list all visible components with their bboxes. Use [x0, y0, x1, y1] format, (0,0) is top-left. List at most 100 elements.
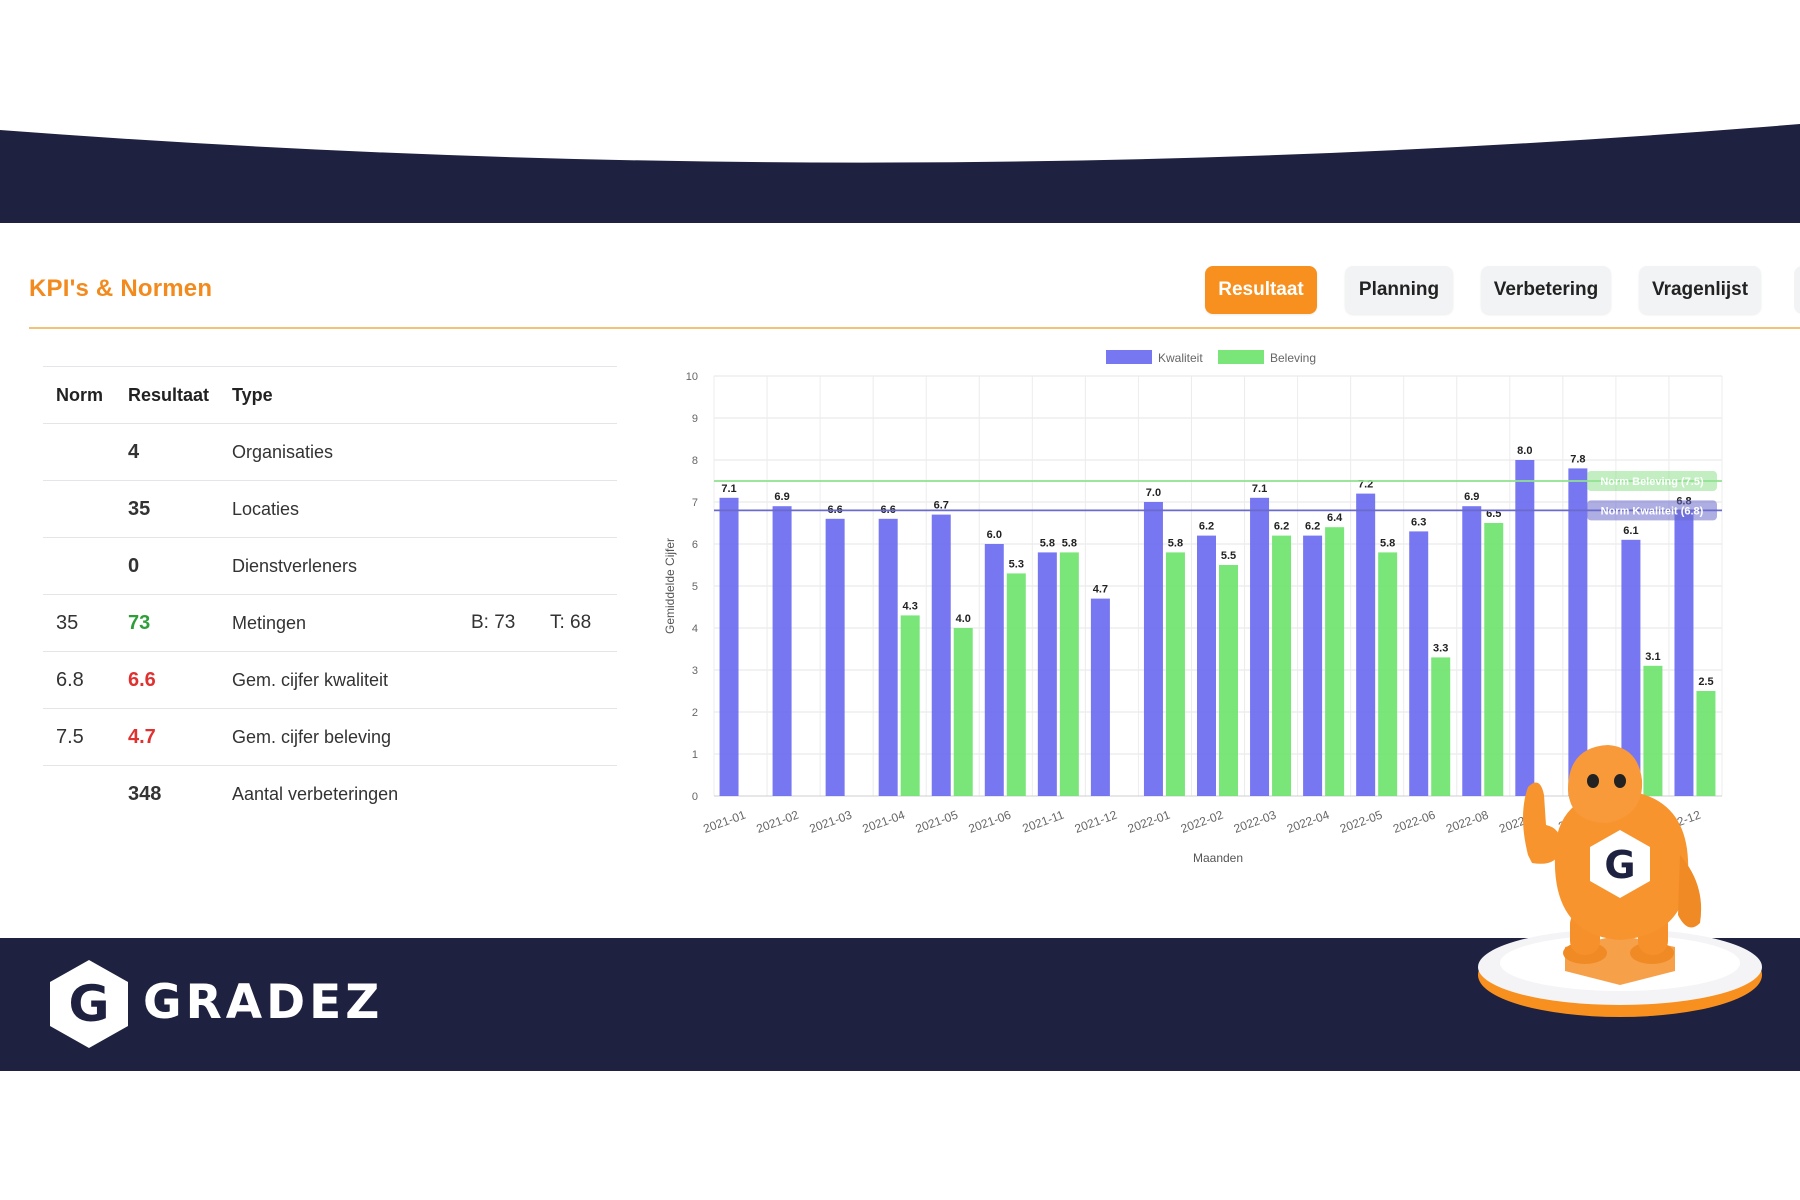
data-label: 2.5 — [1698, 676, 1713, 688]
bar-kwaliteit — [1515, 460, 1535, 796]
bar-beleving — [1006, 573, 1026, 796]
x-tick-label: 2021-01 — [701, 808, 747, 836]
data-label: 4.7 — [1093, 584, 1108, 596]
tab-resultaat[interactable]: Resultaat — [1205, 266, 1317, 314]
tab-bar: Resultaat Planning Verbetering Vragenlij… — [1205, 266, 1761, 314]
bar-kwaliteit — [1250, 497, 1270, 796]
data-label: 5.8 — [1040, 537, 1055, 549]
bar-beleving — [900, 615, 920, 796]
y-tick-label: 1 — [692, 749, 698, 761]
data-label: 7.1 — [721, 483, 736, 495]
table-row: 35 Locaties — [43, 480, 617, 537]
y-tick-label: 0 — [692, 791, 698, 803]
column-header-norm: Norm — [56, 384, 104, 405]
y-tick-label: 9 — [692, 413, 698, 425]
row-result: 0 — [128, 554, 140, 577]
row-type: Organisaties — [232, 441, 334, 462]
bar-kwaliteit — [931, 514, 951, 796]
x-axis-title: Maanden — [1193, 851, 1243, 865]
bar-kwaliteit — [825, 518, 845, 796]
bar-kwaliteit — [1674, 510, 1694, 796]
x-tick-label: 2022-05 — [1338, 808, 1384, 836]
legend-swatch — [1218, 350, 1264, 364]
mascot-logo-letter: G — [1604, 843, 1635, 887]
y-tick-label: 8 — [692, 455, 698, 467]
bar-kwaliteit — [719, 497, 739, 796]
data-label: 6.1 — [1623, 525, 1638, 537]
row-result: 348 — [128, 782, 162, 805]
bar-beleving — [1696, 691, 1716, 796]
data-label: 6.0 — [987, 529, 1002, 541]
data-label: 4.0 — [956, 613, 971, 625]
header-divider — [29, 327, 1800, 329]
x-tick-label: 2022-03 — [1232, 808, 1278, 836]
data-label: 6.9 — [774, 491, 789, 503]
row-type: Gem. cijfer kwaliteit — [232, 669, 389, 690]
bar-kwaliteit — [1356, 493, 1376, 796]
row-type: Locaties — [232, 498, 300, 519]
bar-kwaliteit — [772, 506, 792, 796]
table-row: 348 Aantal verbeteringen — [43, 765, 617, 822]
y-tick-label: 3 — [692, 665, 698, 677]
top-wave-band — [0, 124, 1800, 223]
tab-overflow[interactable] — [1794, 266, 1800, 314]
x-tick-label: 2021-05 — [914, 808, 960, 836]
x-tick-label: 2021-02 — [754, 808, 800, 836]
norm-line-label: Norm Beleving (7.5) — [1600, 476, 1704, 488]
y-tick-label: 6 — [692, 539, 698, 551]
bar-kwaliteit — [1090, 598, 1110, 796]
row-b-value: B: 73 — [471, 612, 516, 633]
data-label: 3.1 — [1645, 651, 1660, 663]
norm-line-label: Norm Kwaliteit (6.8) — [1601, 505, 1704, 517]
tab-verbetering[interactable]: Verbetering — [1481, 266, 1611, 314]
data-label: 5.8 — [1168, 537, 1183, 549]
bar-kwaliteit — [1037, 552, 1057, 796]
column-header-type: Type — [232, 384, 273, 405]
tab-vragenlijst[interactable]: Vragenlijst — [1639, 266, 1761, 314]
x-tick-label: 2022-04 — [1285, 808, 1331, 836]
bar-kwaliteit — [1409, 531, 1429, 796]
kpi-table-header: Norm Resultaat Type — [43, 366, 617, 423]
bar-beleving — [1484, 523, 1504, 796]
row-type: Aantal verbeteringen — [232, 783, 399, 804]
gradez-logo-icon: G — [50, 960, 128, 1048]
norm-line-badge — [1587, 500, 1717, 521]
bar-kwaliteit — [1143, 502, 1163, 796]
row-norm: 6.8 — [56, 668, 84, 691]
data-label: 5.8 — [1380, 537, 1395, 549]
row-type: Gem. cijfer beleving — [232, 726, 392, 747]
data-label: 6.3 — [1411, 516, 1426, 528]
page-title: KPI's & Normen — [29, 275, 213, 302]
mascot-illustration: G — [1478, 745, 1762, 1017]
bar-kwaliteit — [1303, 535, 1323, 796]
data-label: 6.2 — [1274, 521, 1289, 533]
bar-beleving — [1272, 535, 1292, 796]
data-label: 6.9 — [1464, 491, 1479, 503]
data-label: 7.1 — [1252, 483, 1267, 495]
row-type: Dienstverleners — [232, 555, 358, 576]
brand-name: GRADEZ — [143, 975, 384, 1030]
x-tick-label: 2021-03 — [807, 808, 853, 836]
x-tick-label: 2022-02 — [1179, 808, 1225, 836]
row-result: 4 — [128, 440, 140, 463]
bar-kwaliteit — [1197, 535, 1216, 796]
table-row: 4 Organisaties — [43, 423, 617, 480]
bar-beleving — [1378, 552, 1398, 796]
legend-label: Beleving — [1270, 351, 1316, 365]
row-result: 4.7 — [128, 725, 156, 748]
column-header-result: Resultaat — [128, 384, 210, 405]
bar-beleving — [1165, 552, 1185, 796]
y-tick-label: 7 — [692, 497, 698, 509]
x-tick-label: 2022-01 — [1126, 808, 1172, 836]
bar-beleving — [1643, 665, 1663, 796]
tab-planning[interactable]: Planning — [1345, 266, 1453, 314]
y-tick-label: 5 — [692, 581, 698, 593]
data-label: 8.0 — [1517, 445, 1532, 457]
data-label: 5.5 — [1221, 550, 1236, 562]
bar-beleving — [953, 628, 973, 796]
bar-kwaliteit — [984, 544, 1004, 796]
data-label: 6.2 — [1305, 521, 1320, 533]
bar-kwaliteit — [1462, 506, 1482, 796]
row-result: 35 — [128, 497, 151, 520]
